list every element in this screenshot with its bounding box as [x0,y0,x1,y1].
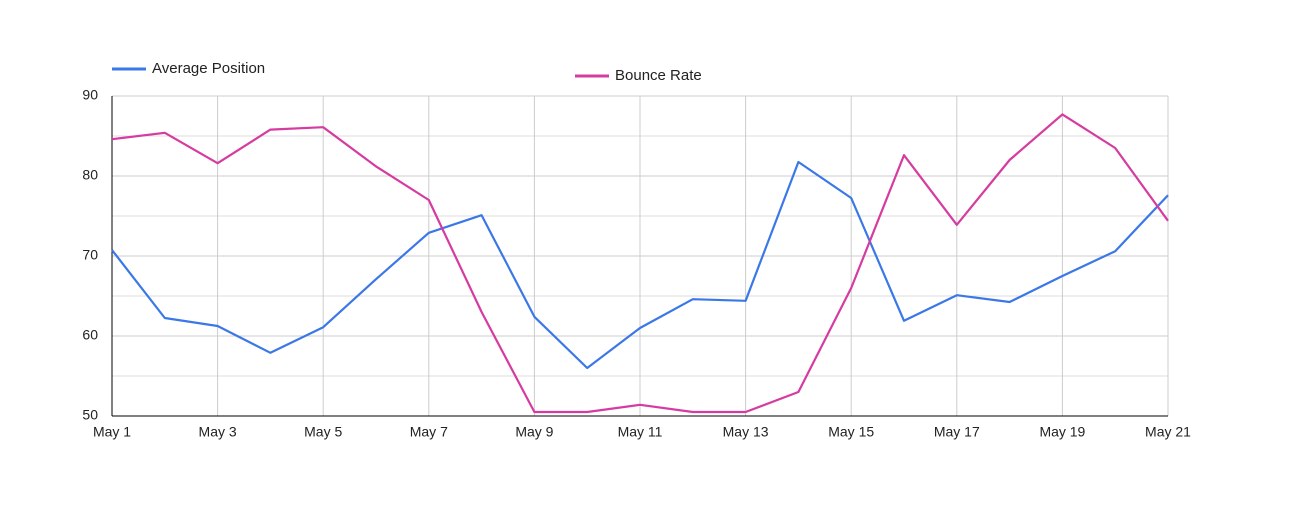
x-tick-label: May 15 [828,424,874,440]
y-tick-label: 90 [82,87,98,103]
x-tick-label: May 9 [515,424,553,440]
x-tick-label: May 1 [93,424,131,440]
x-tick-label: May 3 [199,424,237,440]
y-tick-label: 80 [82,167,98,183]
line-series [111,113,1169,414]
x-tick-label: May 5 [304,424,342,440]
legend-label: Average Position [152,60,265,77]
x-tick-label: May 17 [934,424,980,440]
y-tick-label: 70 [82,247,98,263]
x-tick-label: May 13 [723,424,769,440]
x-tick-label: May 11 [618,424,663,440]
x-tick-label: May 19 [1039,424,1085,440]
line-series [111,160,1169,370]
legend-label: Bounce Rate [615,67,702,84]
y-tick-label: 60 [82,327,98,343]
x-tick-label: May 7 [410,424,448,440]
x-tick-label: May 21 [1145,424,1191,440]
y-tick-label: 50 [82,407,98,423]
